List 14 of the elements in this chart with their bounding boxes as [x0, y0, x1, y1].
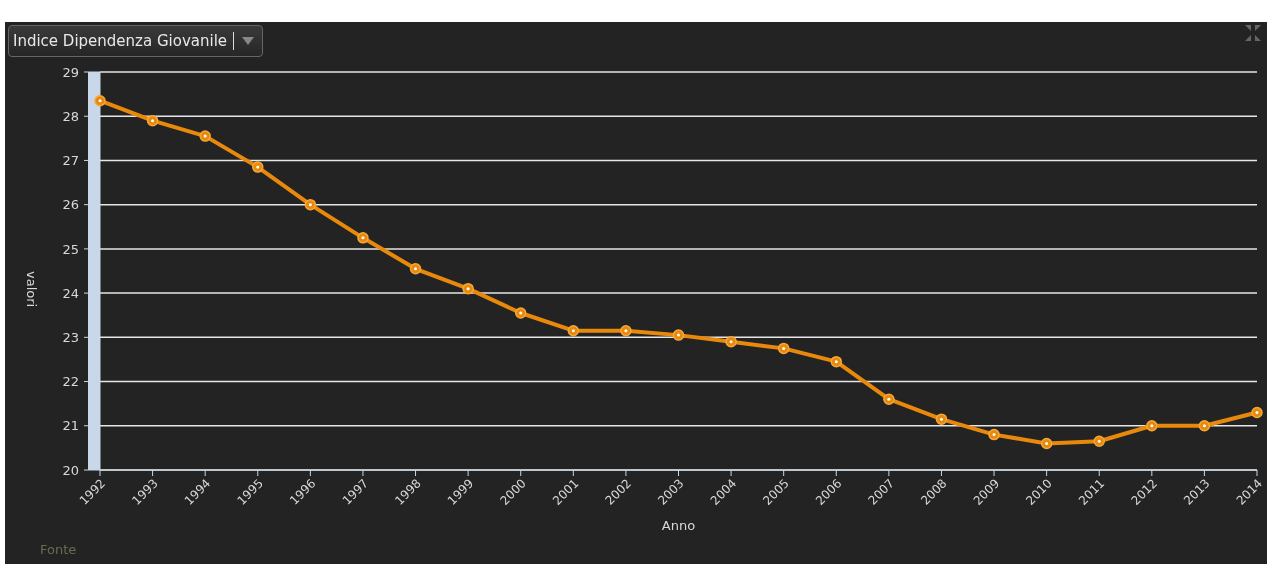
y-tick-label: 26: [62, 197, 79, 213]
y-tick-label: 29: [62, 64, 79, 80]
y-axis-title: valori: [24, 271, 40, 308]
y-tick-label: 22: [62, 374, 79, 390]
y-tick-label: 20: [62, 462, 79, 478]
chart-title: Indice Dipendenza Giovanile: [13, 32, 235, 50]
x-axis-title: Anno: [661, 518, 696, 533]
y-tick-label: 25: [62, 241, 79, 257]
y-tick-label: 23: [62, 329, 79, 345]
y-tick-label: 27: [62, 153, 79, 169]
y-tick-label: 24: [62, 285, 79, 301]
y-tick-label: 28: [62, 108, 79, 124]
text: Fonte: [40, 542, 77, 557]
y-tick-label: 21: [62, 418, 79, 434]
